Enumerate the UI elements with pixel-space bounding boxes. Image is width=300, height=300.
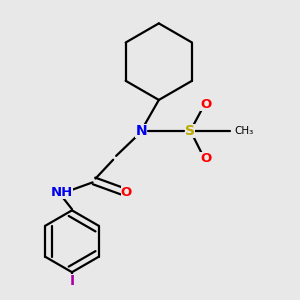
Text: CH₃: CH₃: [234, 126, 254, 136]
Text: S: S: [185, 124, 195, 138]
Text: O: O: [200, 152, 211, 165]
Text: N: N: [135, 124, 147, 138]
Text: O: O: [121, 186, 132, 199]
Text: O: O: [200, 98, 211, 111]
Text: NH: NH: [50, 186, 73, 199]
Text: I: I: [69, 274, 74, 288]
